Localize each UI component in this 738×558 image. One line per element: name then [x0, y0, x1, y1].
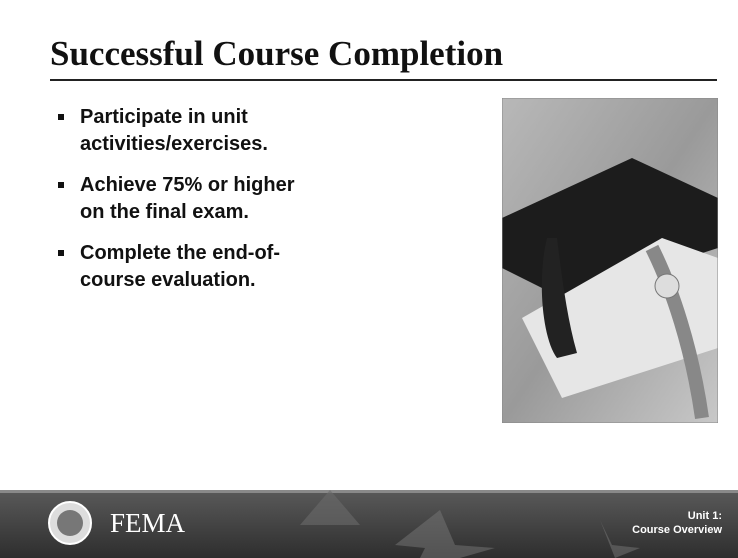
- graduation-photo: [502, 98, 718, 423]
- bullet-line: course evaluation.: [80, 267, 478, 294]
- bullet-line: activities/exercises.: [80, 131, 478, 158]
- bullet: Complete the end-of-course evaluation.: [58, 240, 478, 294]
- bullet-line: on the final exam.: [80, 199, 478, 226]
- unit-line: Unit 1:: [632, 509, 722, 523]
- fema-logo-text: FEMA: [110, 508, 185, 539]
- title-rule: [50, 79, 717, 81]
- bullet-line: Achieve 75% or higher: [80, 172, 478, 199]
- slide: Successful Course Completion Participate…: [0, 0, 738, 558]
- slide-title: Successful Course Completion: [50, 34, 503, 74]
- unit-label: Unit 1:Course Overview: [632, 509, 722, 537]
- bullet-line: Complete the end-of-: [80, 240, 478, 267]
- bullet-line: Participate in unit: [80, 104, 478, 131]
- unit-line: Course Overview: [632, 523, 722, 537]
